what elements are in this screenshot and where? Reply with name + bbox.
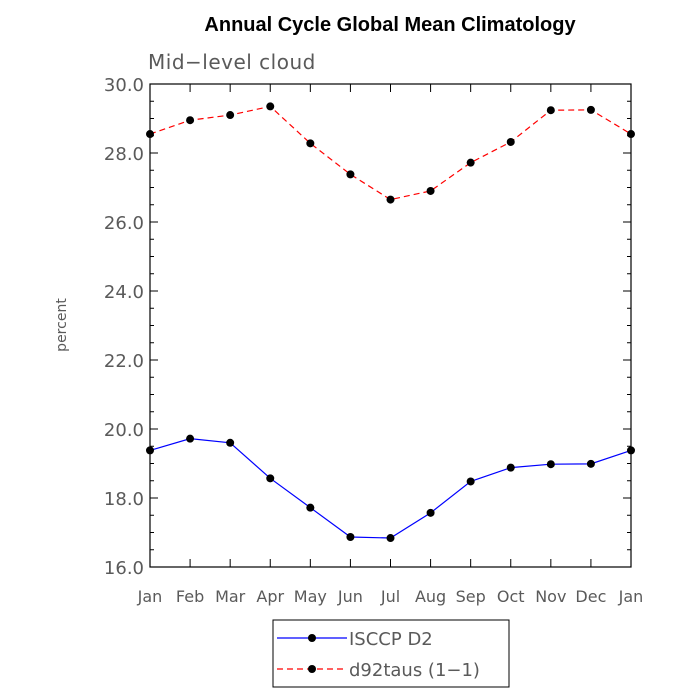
x-tick-label: Dec: [575, 587, 606, 606]
series-2-point: [466, 158, 475, 167]
x-tick-label: Feb: [176, 587, 204, 606]
y-axis-title: percent: [54, 298, 70, 352]
series-1-point: [146, 446, 154, 455]
series-2-point: [586, 105, 595, 114]
x-tick-label: Aug: [415, 587, 446, 606]
legend-label-2: d92taus (1−1): [349, 660, 480, 681]
x-tick-label: May: [294, 587, 327, 606]
series-1-point: [627, 446, 635, 455]
series-1-point: [226, 438, 235, 447]
x-axis: Jan Feb Mar Apr May Jun Jul Aug Sep Oct Nov Dec Jan: [137, 84, 644, 606]
y-tick-label: 30.0: [104, 75, 144, 96]
y-tick-label: 18.0: [104, 489, 144, 510]
series-2-point: [426, 186, 435, 195]
series-1-point: [546, 460, 555, 469]
chart-title: Annual Cycle Global Mean Climatology: [204, 14, 576, 36]
series-1-point: [466, 477, 475, 486]
series-line-2: [149, 105, 632, 201]
legend: ISCCP D2 d92taus (1−1): [272, 619, 510, 688]
series-1-point: [506, 463, 515, 472]
series-2-point: [386, 195, 395, 204]
series-2-point: [226, 111, 235, 120]
plot-frame: [149, 83, 632, 568]
x-tick-label: Sep: [456, 587, 486, 606]
series-line-1: [149, 438, 632, 539]
series-layer: [146, 102, 635, 543]
series-2-point: [266, 102, 275, 111]
chart-subtitle: Mid−level cloud: [148, 50, 316, 74]
legend-label-1: ISCCP D2: [349, 629, 433, 650]
series-1-point: [386, 534, 395, 543]
series-1-point: [266, 474, 275, 483]
y-tick-label: 26.0: [104, 213, 144, 234]
series-2-point: [346, 170, 355, 179]
y-tick-label: 20.0: [104, 420, 144, 441]
x-tick-label: Nov: [535, 587, 566, 606]
series-2-point: [627, 130, 635, 139]
series-1-point: [426, 508, 435, 517]
y-tick-label: 24.0: [104, 282, 144, 303]
legend-swatch-marker-2: [308, 665, 316, 673]
y-axis: 16.0 18.0 20.0 22.0 24.0 26.0 28.0 30.0: [104, 75, 631, 579]
x-tick-label: Jun: [337, 587, 363, 606]
y-tick-label: 16.0: [104, 558, 144, 579]
plot-axes: [149, 83, 632, 568]
x-tick-label: Jul: [380, 587, 400, 606]
series-1-point: [186, 434, 195, 443]
series-2-point: [146, 130, 154, 139]
series-2-point: [546, 106, 555, 115]
x-tick-label: Apr: [256, 587, 284, 606]
series-2-point: [306, 139, 315, 148]
series-1-point: [346, 532, 355, 541]
y-tick-label: 22.0: [104, 351, 144, 372]
series-1-point: [306, 503, 315, 512]
series-2-point: [186, 116, 195, 125]
y-tick-label: 28.0: [104, 144, 144, 165]
x-tick-label: Jan: [618, 587, 644, 606]
x-tick-label: Jan: [137, 587, 163, 606]
x-tick-label: Oct: [497, 587, 525, 606]
legend-swatch-marker-1: [308, 634, 316, 642]
series-1-point: [586, 459, 595, 468]
series-2-point: [506, 137, 515, 146]
x-tick-label: Mar: [215, 587, 246, 606]
legend-box: [272, 619, 510, 688]
